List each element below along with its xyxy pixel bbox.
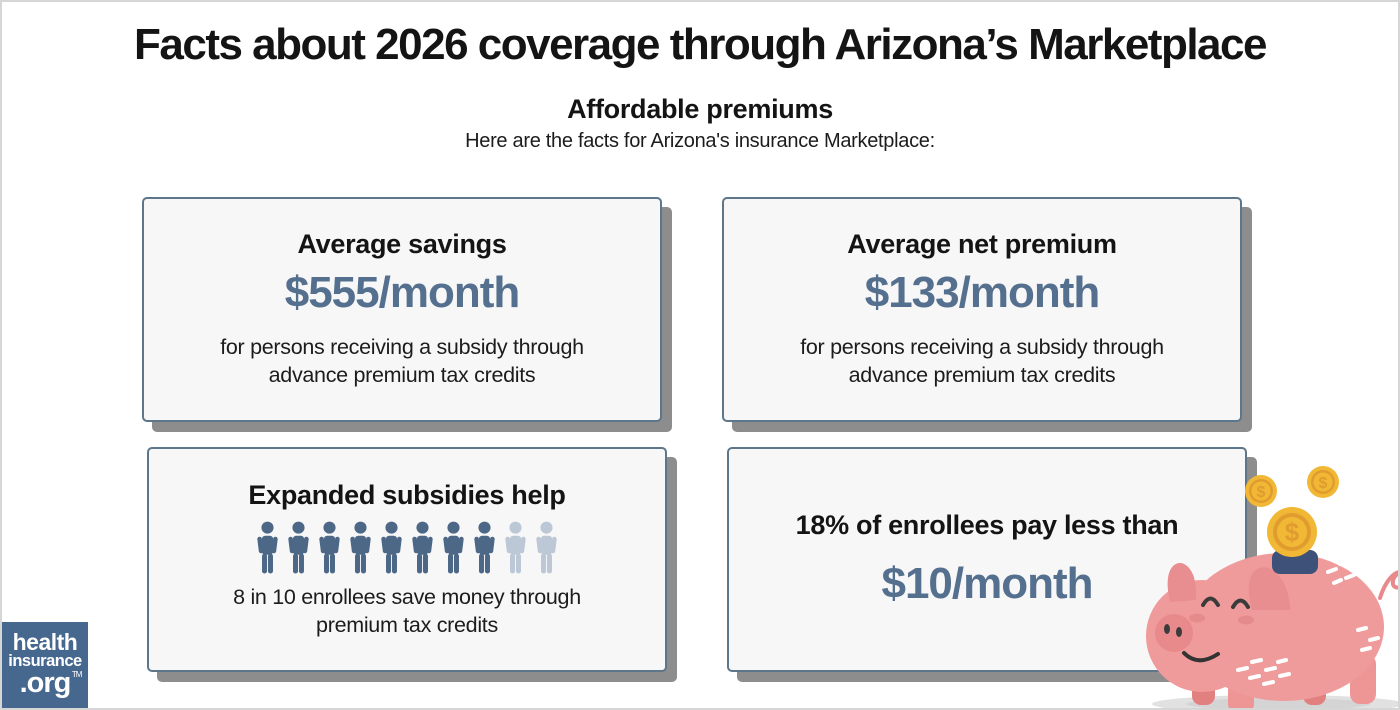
piggy-bank-illustration: $ $ $: [1146, 466, 1398, 708]
card-heading: Expanded subsidies help: [248, 479, 566, 510]
person-icon: [319, 521, 340, 574]
card-heading: Average net premium: [847, 229, 1117, 260]
pictograph-row: [254, 521, 560, 574]
logo-line-org: .org TM: [19, 666, 83, 699]
person-icon: [350, 521, 371, 574]
coin-icon: $: [1267, 507, 1317, 557]
person-icon: [505, 521, 526, 574]
page-title: Facts about 2026 coverage through Arizon…: [134, 20, 1267, 69]
logo-line-insurance: insurance: [8, 652, 82, 671]
card-description: for persons receiving a subsidy through …: [220, 335, 584, 387]
person-icon: [288, 521, 309, 574]
dollar-sign-icon: $: [1285, 517, 1300, 547]
dollar-sign-icon: $: [1257, 484, 1266, 501]
pig-head: [1146, 580, 1258, 692]
card-description: 8 in 10 enrollees save money through pre…: [233, 584, 581, 637]
pig-dash-details: [1236, 559, 1380, 686]
person-icon: [443, 521, 464, 574]
person-icon: [536, 521, 557, 574]
card-average-net-premium: Average net premium $133/month for perso…: [722, 197, 1242, 422]
dollar-sign-icon: $: [1319, 475, 1328, 492]
coin-icon: $: [1307, 466, 1339, 498]
pig-snout: [1155, 614, 1193, 652]
section-subheading: Here are the facts for Arizona's insuran…: [465, 130, 935, 152]
pig-cheek: [1238, 615, 1254, 625]
pig-eye-icon: [1231, 598, 1250, 609]
card-amount: $555/month: [284, 268, 521, 318]
pig-tail-icon: [1378, 570, 1398, 600]
pig-ear-icon: [1167, 563, 1197, 602]
pig-eye-icon: [1201, 596, 1220, 607]
card-amount: $133/month: [864, 268, 1101, 318]
card-expanded-subsidies: Expanded subsidies help 8 in 10 enrollee…: [147, 447, 667, 672]
section-heading: Affordable premiums: [567, 94, 833, 124]
card-description: for persons receiving a subsidy through …: [800, 335, 1164, 387]
pig-nostril: [1164, 624, 1170, 634]
logo-line-health: health: [12, 629, 78, 656]
pig-smile: [1182, 651, 1220, 663]
person-icon: [474, 521, 495, 574]
card-average-savings: Average savings $555/month for persons r…: [142, 197, 662, 422]
coin-icon: $: [1245, 475, 1277, 507]
healthinsurance-org-logo: health insurance .org TM: [2, 622, 88, 708]
person-icon: [257, 521, 278, 574]
person-icon: [381, 521, 402, 574]
pig-nostril: [1176, 627, 1182, 637]
person-icon: [412, 521, 433, 574]
pig-cheek: [1189, 613, 1205, 623]
coin-slot: [1272, 550, 1318, 574]
card-heading: 18% of enrollees pay less than: [795, 510, 1179, 540]
pig-ear-icon: [1248, 567, 1290, 610]
card-heading: Average savings: [297, 229, 507, 260]
trademark-symbol: TM: [71, 669, 83, 679]
card-amount: $10/month: [881, 559, 1093, 608]
